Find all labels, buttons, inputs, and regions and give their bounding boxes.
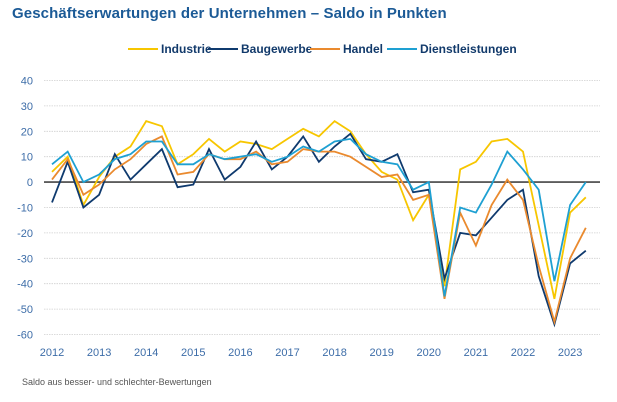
x-tick-label: 2019	[369, 347, 393, 359]
x-tick-label: 2013	[87, 347, 111, 359]
x-tick-label: 2012	[40, 347, 64, 359]
y-tick-label: 0	[27, 177, 33, 189]
legend-item-baugewerbe: Baugewerbe	[208, 42, 312, 56]
legend-swatch-handel	[310, 48, 340, 50]
y-tick-label: -20	[17, 228, 33, 240]
legend-item-handel: Handel	[310, 42, 383, 56]
legend-swatch-industrie	[128, 48, 158, 50]
legend-item-industrie: Industrie	[128, 42, 212, 56]
y-tick-label: -10	[17, 203, 33, 215]
x-axis-ticks: 2012 2013 2014 2015 2016 2017 2018 2019 2020 2021…	[40, 347, 583, 359]
footnote: Saldo aus besser- und schlechter-Bewertu…	[22, 377, 212, 387]
x-tick-label: 2022	[511, 347, 535, 359]
y-tick-label: 10	[21, 152, 33, 164]
y-tick-label: 40	[21, 76, 33, 88]
legend-label-baugewerbe: Baugewerbe	[241, 42, 313, 56]
x-tick-label: 2016	[228, 347, 252, 359]
series-line-baugewerbe	[51, 132, 587, 328]
y-tick-label: -40	[17, 279, 33, 291]
series-line-dienstleistungen	[51, 137, 587, 297]
legend: Industrie Baugewerbe Handel Dienstleistu…	[0, 42, 617, 62]
x-tick-label: 2021	[464, 347, 488, 359]
x-tick-label: 2014	[134, 347, 158, 359]
y-axis-ticks: 40 30 20 10 0 -10 -20 -30 -40 -50 -60	[17, 76, 33, 342]
legend-label-industrie: Industrie	[161, 42, 212, 56]
legend-item-dienstleistungen: Dienstleistungen	[387, 42, 517, 56]
y-tick-label: -30	[17, 253, 33, 265]
x-tick-label: 2015	[181, 347, 205, 359]
series-line-industrie	[51, 119, 587, 300]
legend-swatch-baugewerbe	[208, 48, 238, 50]
series-line-handel	[51, 135, 587, 326]
x-tick-label: 2017	[275, 347, 299, 359]
y-tick-label: 20	[21, 126, 33, 138]
x-tick-label: 2023	[558, 347, 582, 359]
legend-swatch-dienstleistungen	[387, 48, 417, 50]
gridlines	[44, 80, 600, 335]
y-tick-label: 30	[21, 101, 33, 113]
y-tick-label: -60	[17, 330, 33, 342]
x-tick-label: 2020	[417, 347, 441, 359]
chart-title: Geschäftserwartungen der Unternehmen – S…	[12, 5, 447, 22]
legend-label-handel: Handel	[343, 42, 384, 56]
series-lines	[51, 119, 587, 328]
y-tick-label: -50	[17, 304, 33, 316]
legend-label-dienstleistungen: Dienstleistungen	[420, 42, 517, 56]
x-tick-label: 2018	[322, 347, 346, 359]
